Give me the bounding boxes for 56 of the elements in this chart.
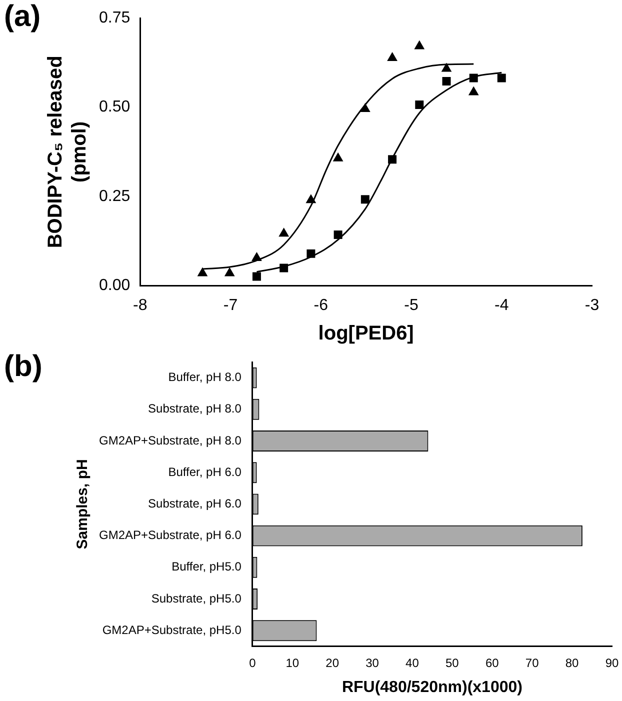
x-axis-title: RFU(480/520nm)(x1000) — [342, 678, 522, 696]
y-tick-label: Substrate, pH 8.0 — [148, 402, 242, 416]
x-tick-label: -4 — [494, 296, 509, 314]
point — [468, 86, 479, 96]
point — [360, 195, 370, 204]
point — [441, 62, 452, 72]
x-axis-title: log[PED6] — [318, 322, 414, 345]
y-tick-label: 0.25 — [99, 188, 130, 205]
point — [280, 264, 288, 272]
x-tick-label: -3 — [584, 296, 600, 314]
chart-title: (a) — [4, 0, 41, 34]
x-tick-label: 30 — [366, 656, 380, 670]
y-axis-title: BODIPY-C₅ released (pmol) — [44, 56, 91, 248]
y-tick-label: Buffer, pH 6.0 — [168, 464, 242, 479]
point — [278, 228, 290, 237]
point — [197, 267, 208, 276]
x-tick-label: -8 — [133, 296, 148, 314]
point — [224, 267, 235, 276]
point — [387, 52, 398, 61]
x-tick-label: 40 — [406, 656, 420, 670]
x-tick-label: -5 — [404, 296, 418, 314]
y-tick-label: Buffer, pH5.0 — [172, 560, 242, 574]
point — [252, 252, 262, 261]
point — [334, 230, 342, 239]
y-tick-label: Substrate, pH5.0 — [151, 591, 242, 606]
y-tick-label: Substrate, pH 6.0 — [148, 496, 242, 511]
point — [332, 152, 344, 162]
point — [252, 272, 261, 281]
point — [497, 74, 506, 82]
y-tick-label: GM2AP+Substrate, pH 8.0 — [99, 433, 242, 448]
point — [388, 155, 397, 164]
x-tick-label: 10 — [286, 656, 300, 670]
x-tick-label: 0 — [249, 656, 256, 670]
y-axis-title: Samples, pH — [74, 459, 92, 550]
x-tick-label: 50 — [446, 656, 460, 670]
y-tick-label: Buffer, pH 8.0 — [168, 370, 242, 384]
point — [469, 74, 478, 82]
point — [442, 76, 451, 86]
y-tick-label: 0.00 — [99, 277, 130, 294]
point — [360, 103, 370, 112]
y-tick-label: 0.50 — [99, 98, 130, 116]
x-tick-label: 70 — [525, 656, 540, 670]
x-tick-label: -7 — [223, 296, 238, 314]
x-tick-label: -6 — [314, 296, 328, 314]
chart-title: (b) — [4, 350, 42, 384]
y-tick-label: GM2AP+Substrate, pH5.0 — [102, 622, 242, 637]
x-tick-label: 60 — [485, 656, 500, 670]
y-tick-label: 0.75 — [99, 9, 130, 26]
x-tick-label: 80 — [565, 656, 580, 670]
y-tick-label: GM2AP+Substrate, pH 6.0 — [99, 528, 242, 542]
x-tick-label: 20 — [326, 656, 340, 670]
point — [414, 40, 425, 50]
point — [306, 249, 316, 258]
point — [306, 194, 316, 204]
point — [415, 100, 424, 110]
x-tick-label: 90 — [605, 656, 619, 670]
